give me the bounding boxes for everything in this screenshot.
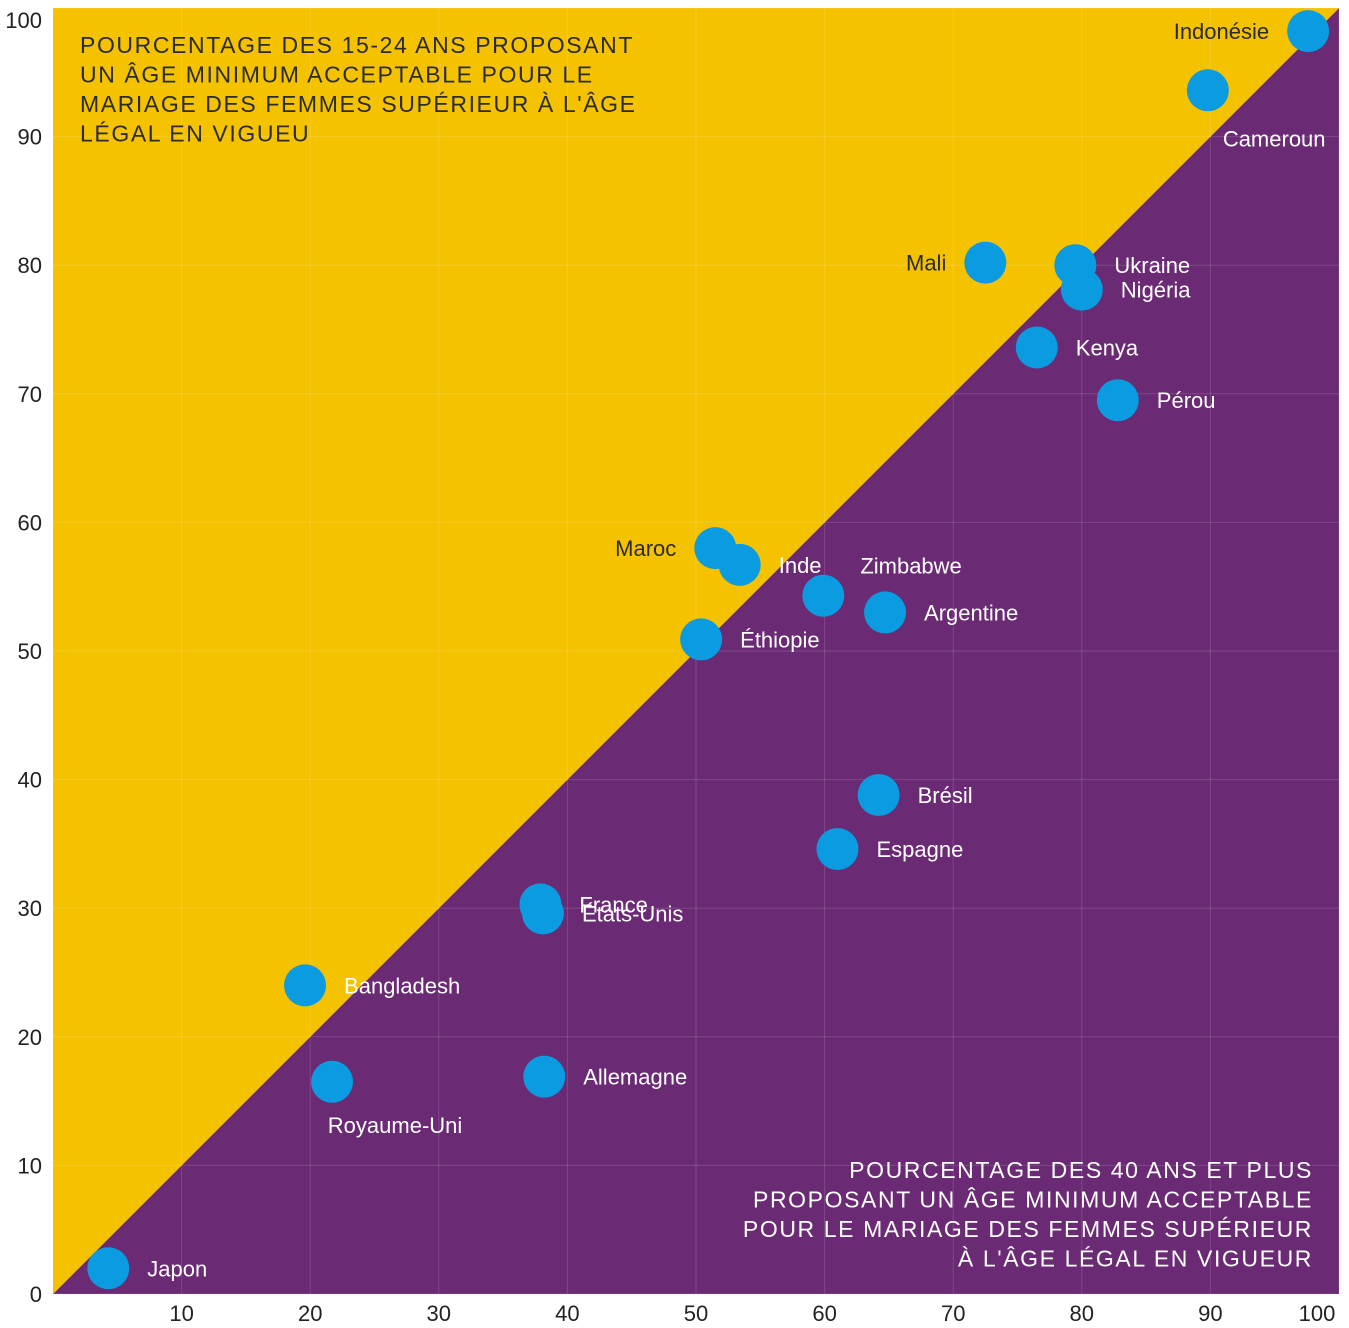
y-tick-label: 100	[5, 8, 42, 33]
data-point	[864, 591, 907, 634]
point-label: Cameroun	[1223, 126, 1326, 151]
point-label: Bangladesh	[344, 973, 460, 998]
data-points	[87, 10, 1330, 1290]
point-label: Zimbabwe	[860, 554, 961, 579]
lower-annotation-line: POURCENTAGE DES 40 ANS ET PLUS	[849, 1157, 1313, 1183]
data-point	[1060, 268, 1103, 311]
data-point	[680, 618, 723, 661]
point-label: Éthiopie	[740, 627, 820, 652]
point-label: Nigéria	[1121, 278, 1191, 303]
y-tick-label: 10	[18, 1153, 42, 1178]
point-label: Maroc	[615, 536, 676, 561]
point-label: Espagne	[876, 837, 963, 862]
data-point	[521, 892, 564, 935]
point-label: France	[579, 892, 647, 917]
upper-region-annotation: POURCENTAGE DES 15-24 ANS PROPOSANT UN ÂG…	[80, 32, 637, 147]
point-label: Pérou	[1157, 388, 1216, 413]
upper-annotation-line: MARIAGE DES FEMMES SUPÉRIEUR À L'ÂGE	[80, 91, 637, 117]
lower-annotation-line: PROPOSANT UN ÂGE MINIMUM ACCEPTABLE	[753, 1187, 1313, 1213]
point-label: Kenya	[1076, 336, 1139, 361]
point-label: Japon	[147, 1256, 207, 1281]
data-point	[857, 774, 900, 817]
point-label: Indonésie	[1174, 19, 1269, 44]
data-point	[964, 241, 1007, 284]
data-point	[284, 964, 327, 1007]
x-axis-ticks: 10 20 30 40 50 60 70 80 90 100	[169, 1301, 1335, 1326]
y-tick-label: 80	[18, 253, 42, 278]
y-axis-ticks: 0 10 20 30 40 50 60 70 80 90 100	[5, 8, 42, 1307]
point-label: Inde	[779, 553, 822, 578]
upper-annotation-line: POURCENTAGE DES 15-24 ANS PROPOSANT	[80, 32, 634, 58]
y-tick-label: 50	[18, 639, 42, 664]
data-point	[816, 828, 859, 871]
x-tick-label: 50	[684, 1301, 708, 1326]
y-tick-label: 90	[18, 125, 42, 150]
x-tick-label: 10	[169, 1301, 193, 1326]
lower-annotation-line: À L'ÂGE LÉGAL EN VIGUEUR	[958, 1246, 1313, 1272]
point-label: Ukraine	[1114, 253, 1190, 278]
point-label: Royaume-Uni	[328, 1113, 463, 1138]
y-tick-label: 70	[18, 382, 42, 407]
x-tick-label: 70	[941, 1301, 965, 1326]
data-point	[311, 1060, 354, 1103]
lower-annotation-line: POUR LE MARIAGE DES FEMMES SUPÉRIEUR	[743, 1216, 1313, 1242]
x-tick-label: 80	[1070, 1301, 1094, 1326]
point-label: Brésil	[918, 783, 973, 808]
y-tick-label: 60	[18, 510, 42, 535]
x-tick-label: 20	[298, 1301, 322, 1326]
y-tick-label: 0	[30, 1282, 42, 1307]
x-tick-label: 40	[555, 1301, 579, 1326]
lower-region-annotation: POURCENTAGE DES 40 ANS ET PLUS PROPOSANT …	[743, 1157, 1313, 1272]
gridlines	[53, 7, 1340, 1295]
y-tick-label: 20	[18, 1025, 42, 1050]
point-label: Mali	[906, 251, 946, 276]
data-point	[87, 1247, 130, 1290]
x-tick-label: 30	[427, 1301, 451, 1326]
point-label: Allemagne	[583, 1065, 687, 1090]
data-point	[1287, 10, 1330, 53]
data-point	[1096, 379, 1139, 422]
point-label: Argentine	[924, 600, 1018, 625]
x-tick-label: 90	[1198, 1301, 1222, 1326]
upper-annotation-line: UN ÂGE MINIMUM ACCEPTABLE POUR LE	[80, 62, 594, 88]
y-tick-label: 40	[18, 768, 42, 793]
x-tick-label: 100	[1299, 1301, 1336, 1326]
data-point	[1015, 326, 1058, 369]
point-label: États-Unis	[582, 901, 683, 926]
data-point	[718, 543, 761, 586]
x-tick-label: 60	[812, 1301, 836, 1326]
data-point	[802, 574, 845, 617]
data-point	[1186, 69, 1229, 112]
upper-annotation-line: LÉGAL EN VIGUEU	[80, 121, 310, 147]
y-tick-label: 30	[18, 896, 42, 921]
data-point	[523, 1055, 566, 1098]
